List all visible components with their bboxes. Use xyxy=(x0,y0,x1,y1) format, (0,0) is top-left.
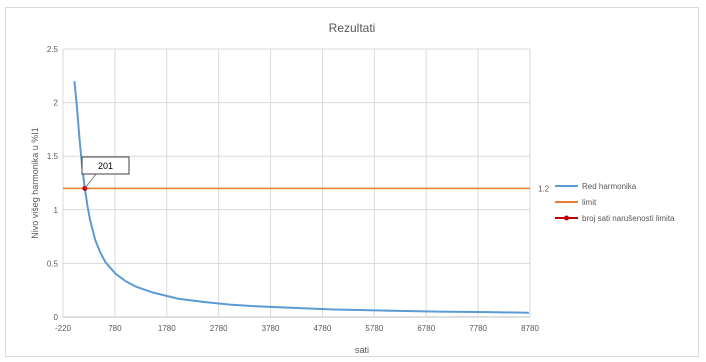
chart-frame xyxy=(5,7,699,357)
limit-value-label: 1.2 xyxy=(538,184,550,193)
legend-label-broj-sati-naru-enosti-limita: broj sati narušenosti limita xyxy=(582,214,675,223)
x-tick-label: 7780 xyxy=(469,324,487,333)
y-tick-label: 1.5 xyxy=(47,152,59,161)
legend-marker-broj-sati-naru-enosti-limita xyxy=(564,215,569,221)
y-tick-label: 0 xyxy=(54,313,59,322)
y-tick-label: 0.5 xyxy=(47,259,59,268)
x-tick-label: 6780 xyxy=(417,324,435,333)
callout-box xyxy=(81,156,130,175)
annotations: 201 1.2 xyxy=(81,156,550,193)
y-tick-labels: 0 0.5 1 1.5 2 2.5 xyxy=(47,45,59,322)
x-tick-label: -220 xyxy=(55,324,72,333)
legend-label-red-harmonika: Red harmonika xyxy=(582,182,637,191)
callout-leader xyxy=(84,173,97,189)
x-tick-label: 4780 xyxy=(314,324,332,333)
chart-title: Rezultati xyxy=(329,21,376,35)
y-tick-label: 2 xyxy=(54,99,59,108)
legend: Red harmonika limit broj sati narušenosti … xyxy=(555,182,675,223)
x-tick-label: 780 xyxy=(108,324,122,333)
x-tick-label: 8780 xyxy=(521,324,539,333)
x-tick-labels: -220 780 1780 2780 3780 4780 5780 6780 7780 8780 xyxy=(55,324,539,333)
x-tick-label: 5780 xyxy=(365,324,383,333)
gridlines xyxy=(62,48,531,318)
y-tick-label: 1 xyxy=(54,206,59,215)
x-axis-label: sati xyxy=(355,345,369,355)
callout-label: 201 xyxy=(98,161,113,171)
series-lines xyxy=(63,81,530,314)
y-axis-label: Nivo višeg harmonika u %I1 xyxy=(30,127,40,239)
x-tick-label: 3780 xyxy=(262,324,280,333)
x-tick-label: 2780 xyxy=(210,324,228,333)
series-line-red-harmonika xyxy=(73,81,529,314)
y-tick-label: 2.5 xyxy=(47,45,59,54)
legend-label-limit: limit xyxy=(582,198,597,207)
x-tick-label: 1780 xyxy=(158,324,176,333)
